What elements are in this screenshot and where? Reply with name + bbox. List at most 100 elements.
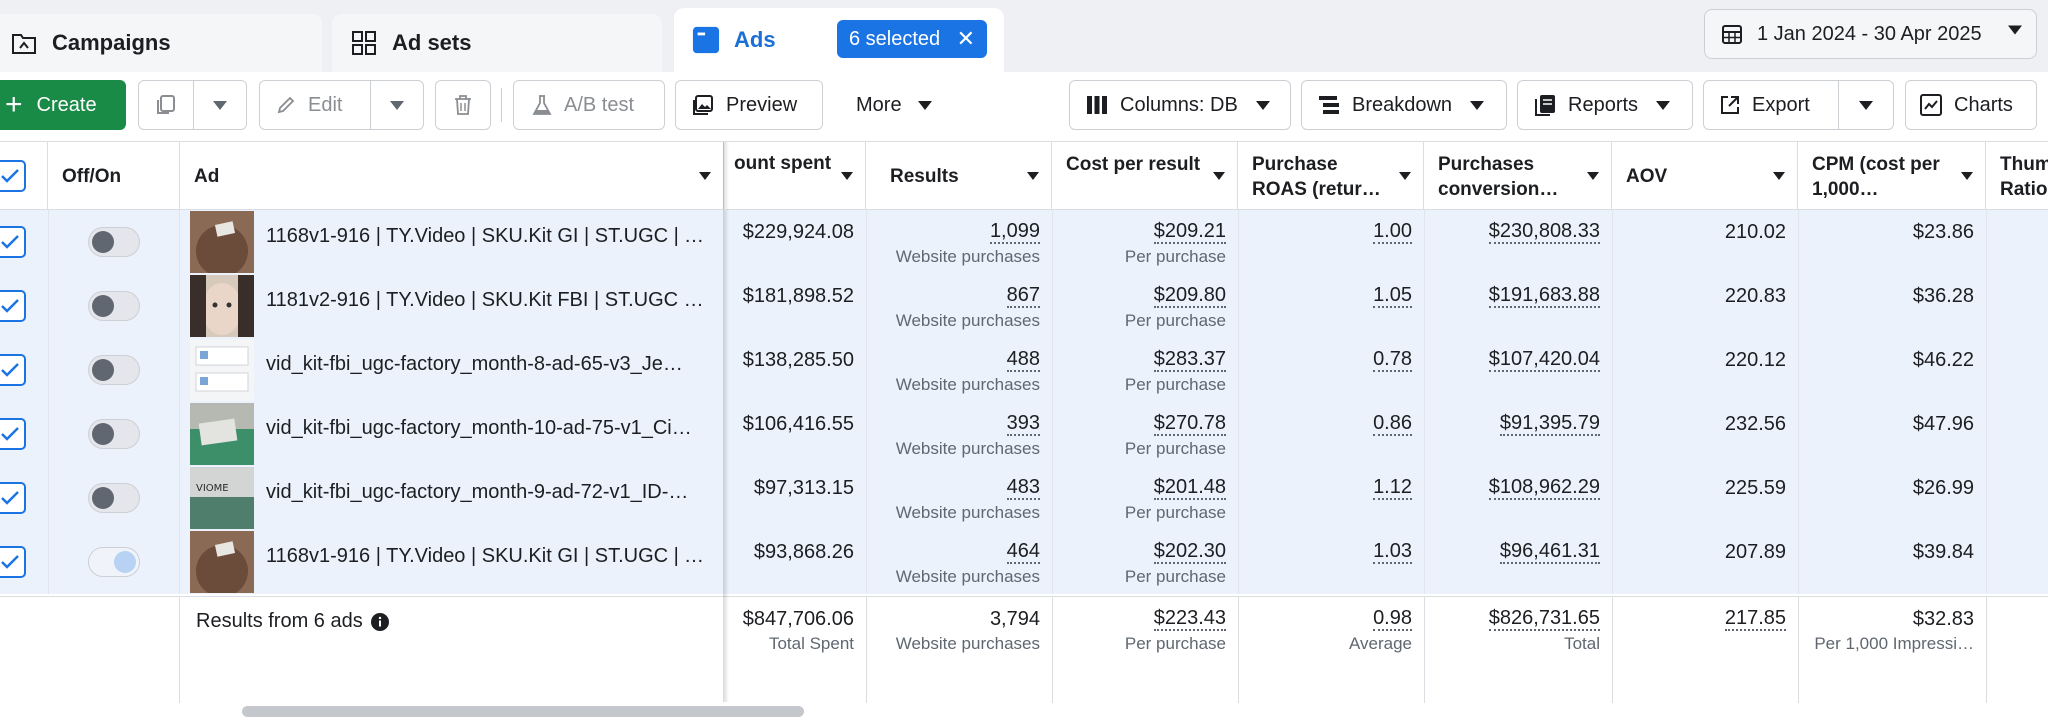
row-checkbox[interactable]: [0, 418, 26, 450]
results-value[interactable]: 1,099: [989, 220, 1040, 244]
column-divider: [1238, 274, 1239, 338]
column-header-ad[interactable]: Ad: [180, 142, 724, 210]
ad-thumbnail[interactable]: [190, 211, 254, 273]
table-row[interactable]: vid_kit-fbi_ugc-factory_month-8-ad-65-v3…: [0, 338, 2048, 402]
ad-status-toggle[interactable]: [88, 291, 140, 321]
ad-thumbnail[interactable]: VIOME: [190, 467, 254, 529]
summary-aov-value[interactable]: 217.85: [1724, 607, 1786, 631]
results-value[interactable]: 464: [1006, 540, 1040, 564]
row-checkbox[interactable]: [0, 290, 26, 322]
ad-status-toggle[interactable]: [88, 483, 140, 513]
column-header-purchase-roas[interactable]: Purchase ROAS (retur…: [1238, 142, 1424, 210]
ad-name-link[interactable]: 1168v1-916 | TY.Video | SKU.Kit GI | ST.…: [266, 545, 706, 567]
roas-value[interactable]: 0.78: [1373, 348, 1412, 372]
summary-cpm-sub: Per 1,000 Impressi…: [1814, 634, 1974, 653]
reports-button[interactable]: Reports: [1517, 80, 1693, 130]
results-value[interactable]: 867: [1006, 284, 1040, 308]
ad-name-link[interactable]: 1168v1-916 | TY.Video | SKU.Kit GI | ST.…: [266, 225, 706, 247]
row-checkbox[interactable]: [0, 546, 26, 578]
aov-cell: 210.02: [1612, 210, 1798, 274]
table-row[interactable]: vid_kit-fbi_ugc-factory_month-10-ad-75-v…: [0, 402, 2048, 466]
conversion-value[interactable]: $91,395.79: [1499, 412, 1600, 436]
cost-per-result-value[interactable]: $201.48: [1153, 476, 1226, 500]
summary-roas-value[interactable]: 0.98: [1373, 607, 1412, 631]
cost-per-result-value[interactable]: $270.78: [1153, 412, 1226, 436]
ad-status-toggle[interactable]: [88, 547, 140, 577]
cost-per-result-value[interactable]: $209.21: [1153, 220, 1226, 244]
columns-label: Columns: DB: [1120, 93, 1238, 116]
column-divider: [179, 274, 180, 338]
ad-thumbnail[interactable]: [190, 275, 254, 337]
column-header-purchases-conversion[interactable]: Purchases conversion…: [1424, 142, 1612, 210]
info-icon[interactable]: [370, 612, 389, 631]
cost-per-result-value[interactable]: $209.80: [1153, 284, 1226, 308]
export-dropdown-button[interactable]: [1838, 80, 1894, 130]
charts-button[interactable]: Charts: [1905, 80, 2037, 130]
column-header-off-on[interactable]: Off/On: [48, 142, 180, 210]
ad-thumbnail[interactable]: [190, 403, 254, 465]
ad-status-toggle[interactable]: [88, 419, 140, 449]
ad-status-toggle[interactable]: [88, 355, 140, 385]
summary-conv-value[interactable]: $826,731.65: [1488, 607, 1600, 631]
row-checkbox[interactable]: [0, 482, 26, 514]
roas-value[interactable]: 0.86: [1373, 412, 1412, 436]
results-value[interactable]: 488: [1006, 348, 1040, 372]
select-all-checkbox[interactable]: [0, 160, 26, 192]
table-row[interactable]: 1181v2-916 | TY.Video | SKU.Kit FBI | ST…: [0, 274, 2048, 338]
roas-value[interactable]: 1.05: [1373, 284, 1412, 308]
table-row[interactable]: VIOME vid_kit-fbi_ugc-factory_month-9-ad…: [0, 466, 2048, 530]
duplicate-dropdown-button[interactable]: [193, 80, 247, 130]
ad-name-link[interactable]: 1181v2-916 | TY.Video | SKU.Kit FBI | ST…: [266, 289, 706, 311]
conversion-value[interactable]: $108,962.29: [1488, 476, 1600, 500]
row-checkbox[interactable]: [0, 354, 26, 386]
roas-value[interactable]: 1.12: [1373, 476, 1412, 500]
date-range-picker[interactable]: 1 Jan 2024 - 30 Apr 2025: [1704, 9, 2037, 59]
preview-button[interactable]: Preview: [675, 80, 823, 130]
row-checkbox[interactable]: [0, 226, 26, 258]
conversion-value[interactable]: $96,461.31: [1499, 540, 1600, 564]
results-cell: 488 Website purchases: [866, 338, 1052, 402]
results-value[interactable]: 393: [1006, 412, 1040, 436]
table-row[interactable]: 1168v1-916 | TY.Video | SKU.Kit GI | ST.…: [0, 210, 2048, 274]
ad-thumbnail[interactable]: [190, 531, 254, 593]
tab-ad-sets[interactable]: Ad sets: [332, 14, 662, 72]
ad-name-link[interactable]: vid_kit-fbi_ugc-factory_month-9-ad-72-v1…: [266, 481, 689, 503]
column-header-cost-per-result[interactable]: Cost per result: [1052, 142, 1238, 210]
ad-name-link[interactable]: vid_kit-fbi_ugc-factory_month-8-ad-65-v3…: [266, 353, 683, 375]
column-divider: [179, 466, 180, 530]
cost-per-result-value[interactable]: $202.30: [1153, 540, 1226, 564]
breakdown-button[interactable]: Breakdown: [1301, 80, 1507, 130]
column-header-aov[interactable]: AOV: [1612, 142, 1798, 210]
edit-dropdown-button[interactable]: [370, 80, 424, 130]
conversion-value[interactable]: $230,808.33: [1488, 220, 1600, 244]
duplicate-button[interactable]: [138, 80, 194, 130]
ad-thumbnail[interactable]: [190, 339, 254, 401]
edit-button[interactable]: Edit: [259, 80, 371, 130]
ad-status-toggle[interactable]: [88, 227, 140, 257]
column-header-cpm[interactable]: CPM (cost per 1,000…: [1798, 142, 1986, 210]
delete-button[interactable]: [435, 80, 491, 130]
column-header-thumb-ratio[interactable]: Thum Ratio: [1986, 142, 2048, 210]
horizontal-scrollbar[interactable]: [242, 706, 804, 717]
column-header-results[interactable]: Results: [866, 142, 1052, 210]
more-button[interactable]: More: [835, 80, 953, 130]
selected-count-badge[interactable]: 6 selected ✕: [837, 20, 987, 58]
roas-value[interactable]: 1.03: [1373, 540, 1412, 564]
cpm-value: $23.86: [1912, 221, 1974, 243]
roas-value[interactable]: 1.00: [1373, 220, 1412, 244]
columns-button[interactable]: Columns: DB: [1069, 80, 1291, 130]
clear-selection-icon[interactable]: ✕: [956, 26, 975, 51]
conversion-value[interactable]: $191,683.88: [1488, 284, 1600, 308]
amount-spent-value: $138,285.50: [742, 349, 854, 371]
summary-cpr-value[interactable]: $223.43: [1153, 607, 1226, 631]
ab-test-button[interactable]: A/B test: [513, 80, 665, 130]
conversion-value[interactable]: $107,420.04: [1488, 348, 1600, 372]
tab-campaigns[interactable]: Campaigns: [0, 14, 322, 72]
ad-name-link[interactable]: vid_kit-fbi_ugc-factory_month-10-ad-75-v…: [266, 417, 692, 439]
cost-per-result-value[interactable]: $283.37: [1153, 348, 1226, 372]
results-value[interactable]: 483: [1006, 476, 1040, 500]
export-button[interactable]: Export: [1703, 80, 1839, 130]
create-button[interactable]: + Create: [0, 80, 126, 130]
column-header-amount-spent[interactable]: ount spent: [726, 142, 866, 210]
table-row[interactable]: 1168v1-916 | TY.Video | SKU.Kit GI | ST.…: [0, 530, 2048, 594]
